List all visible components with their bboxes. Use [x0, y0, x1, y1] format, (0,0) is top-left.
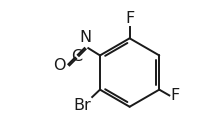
Text: F: F	[125, 11, 134, 26]
Text: Br: Br	[74, 98, 91, 113]
Text: O: O	[53, 58, 66, 73]
Text: C: C	[71, 49, 82, 64]
Text: N: N	[80, 30, 92, 45]
Text: F: F	[170, 88, 179, 103]
